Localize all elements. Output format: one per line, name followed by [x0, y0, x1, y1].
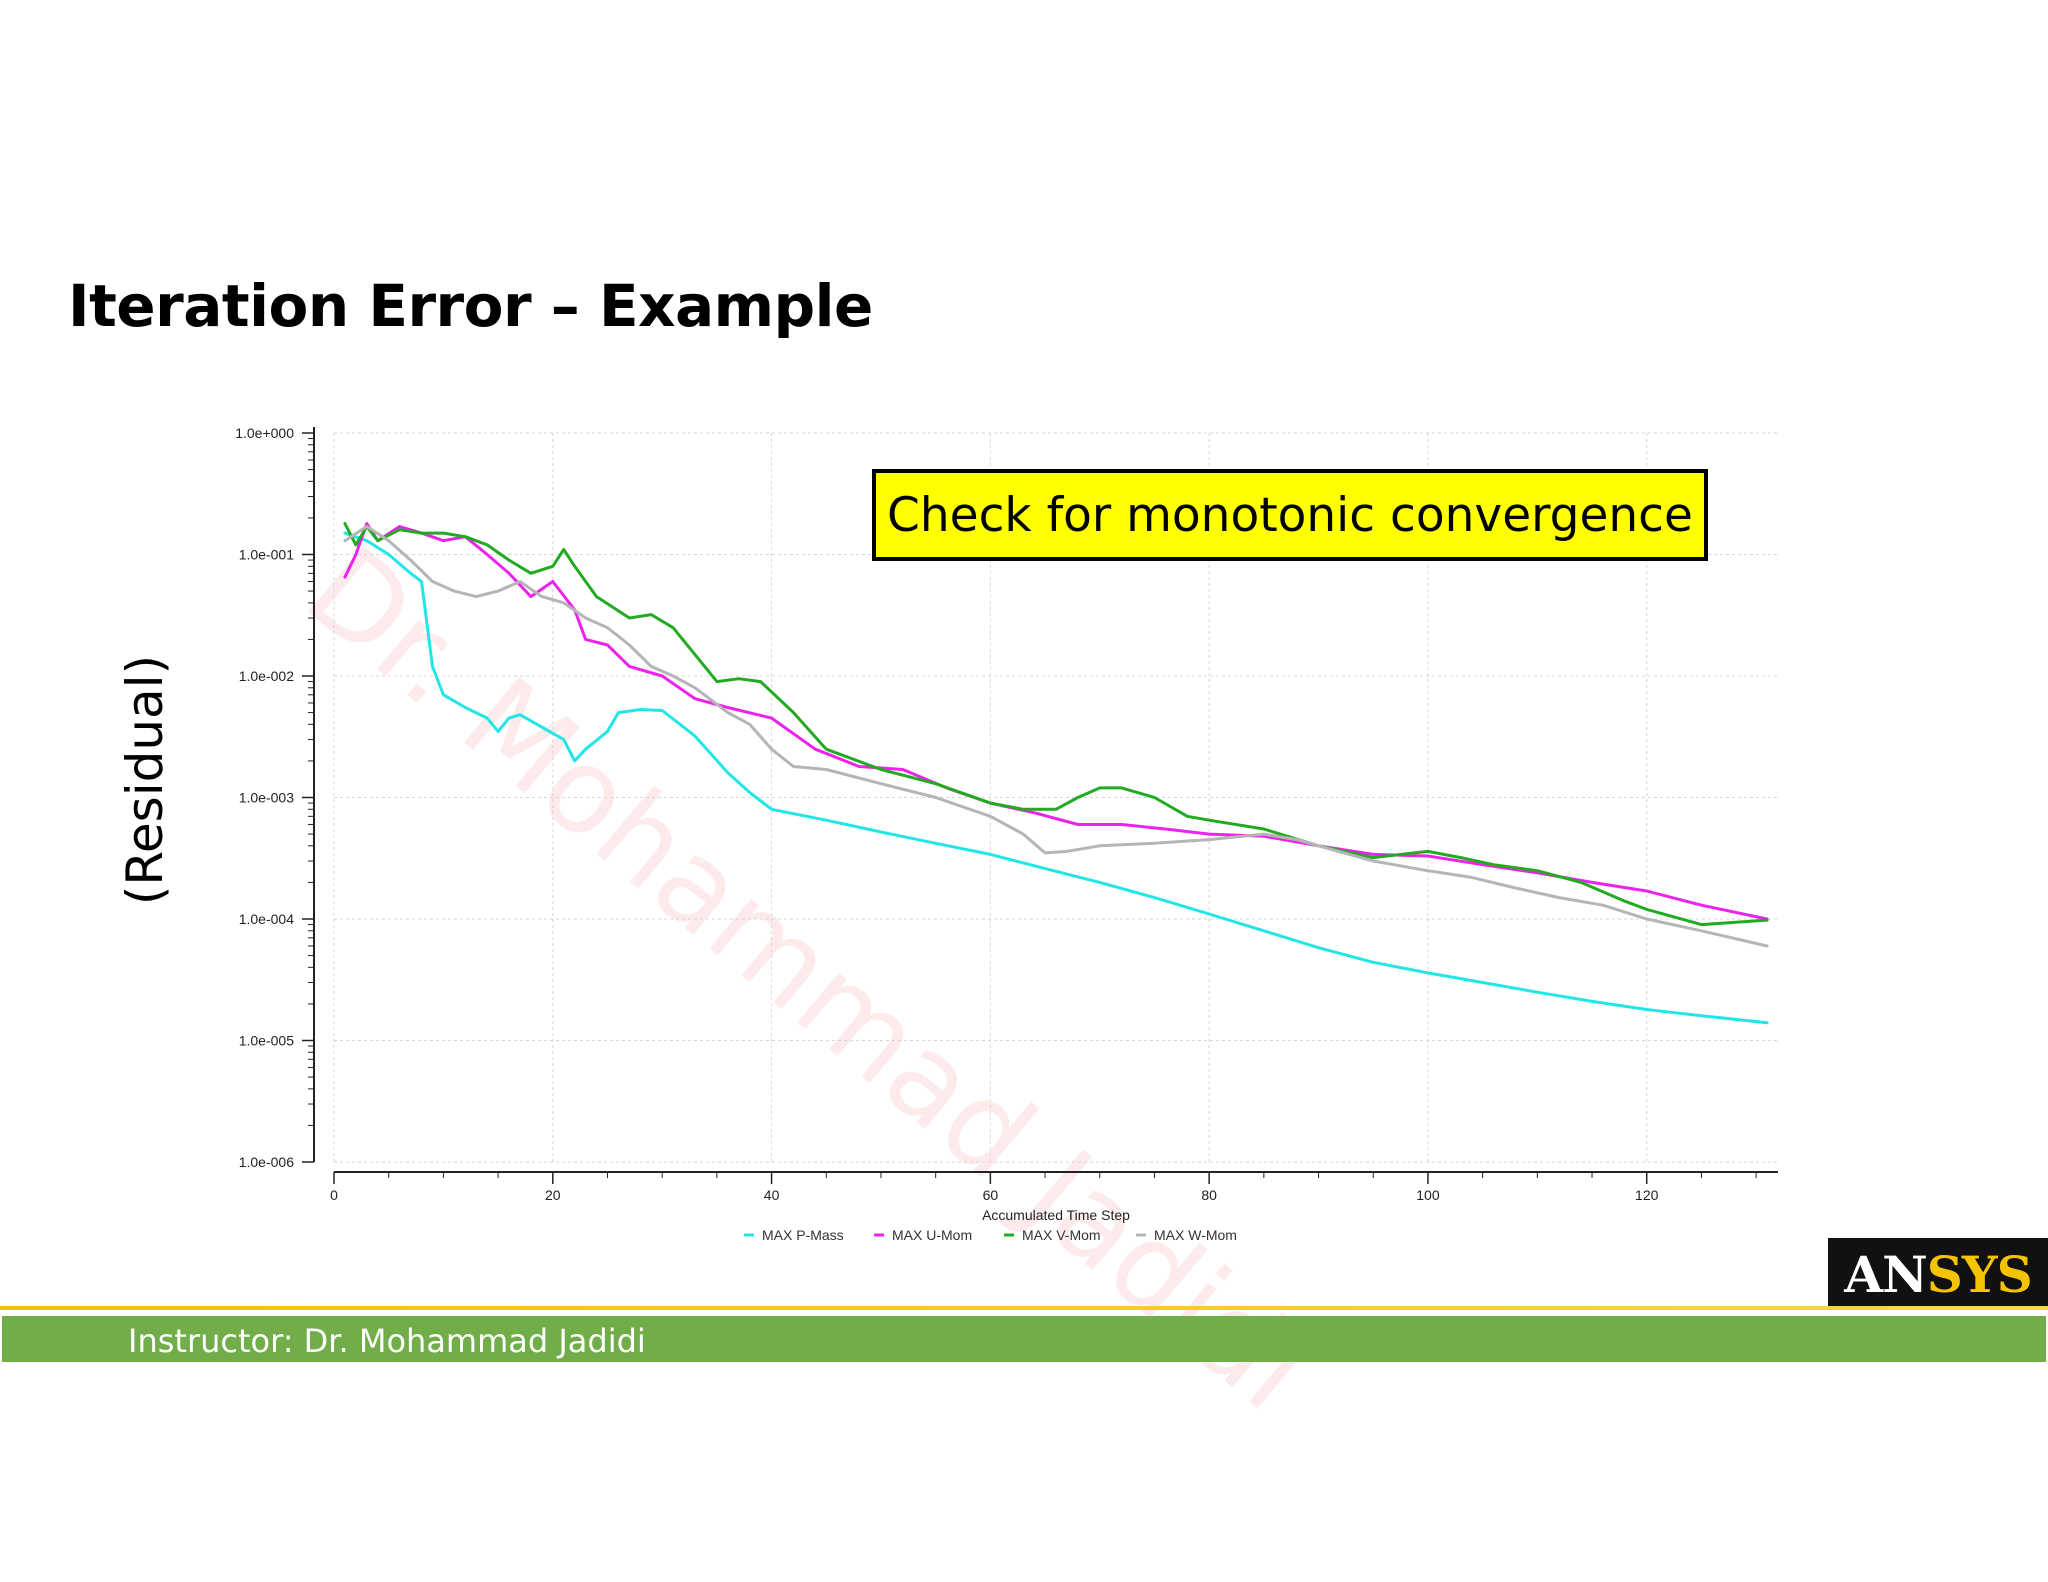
footer-bar: [2, 1316, 2046, 1362]
callout-box: Check for monotonic convergence: [872, 469, 1708, 561]
series-lines: [343, 522, 1769, 1025]
residual-chart: 1.0e+000 1.0e-001 1.0e-002 1.0e-003 1.0e-004…: [235, 425, 1778, 1243]
series-line-max-w-mom: [343, 525, 1769, 948]
axes: 1.0e+000 1.0e-001 1.0e-002 1.0e-003 1.0e-004…: [235, 425, 1778, 1203]
logo-suffix: SYS: [1926, 1244, 2033, 1304]
legend-entry: MAX U-Mom: [892, 1227, 972, 1243]
logo-prefix: AN: [1844, 1244, 1927, 1304]
legend: MAX P-Mass MAX U-Mom MAX V-Mom MAX W-Mom: [744, 1227, 1237, 1243]
slide-title: Iteration Error – Example: [68, 272, 873, 340]
footer-divider: [0, 1306, 2048, 1310]
y-tick-label: 1.0e-003: [239, 790, 294, 806]
legend-entry: MAX W-Mom: [1154, 1227, 1237, 1243]
x-tick-label: 0: [330, 1187, 338, 1203]
x-tick-label: 60: [983, 1187, 999, 1203]
x-tick-label: 20: [545, 1187, 561, 1203]
y-tick-label: 1.0e-006: [239, 1154, 294, 1170]
y-tick-label: 1.0e-001: [239, 547, 294, 563]
y-tick-label: 1.0e-005: [239, 1033, 294, 1049]
x-tick-label: 100: [1416, 1187, 1440, 1203]
series-line-max-v-mom: [343, 522, 1769, 927]
x-tick-label: 40: [764, 1187, 780, 1203]
y-tick-label: 1.0e-004: [239, 911, 294, 927]
footer-instructor: Instructor: Dr. Mohammad Jadidi: [128, 1322, 646, 1360]
legend-entry: MAX P-Mass: [762, 1227, 844, 1243]
x-axis-title: Accumulated Time Step: [982, 1207, 1130, 1223]
y-tick-label: 1.0e-002: [239, 668, 294, 684]
series-line-max-p-mass: [343, 531, 1769, 1025]
legend-entry: MAX V-Mom: [1022, 1227, 1101, 1243]
ansys-logo: ANSYS: [1828, 1238, 2048, 1310]
x-tick-label: 80: [1201, 1187, 1217, 1203]
series-line-max-u-mom: [343, 522, 1769, 921]
x-tick-label: 120: [1635, 1187, 1659, 1203]
y-tick-label: 1.0e+000: [235, 425, 294, 441]
